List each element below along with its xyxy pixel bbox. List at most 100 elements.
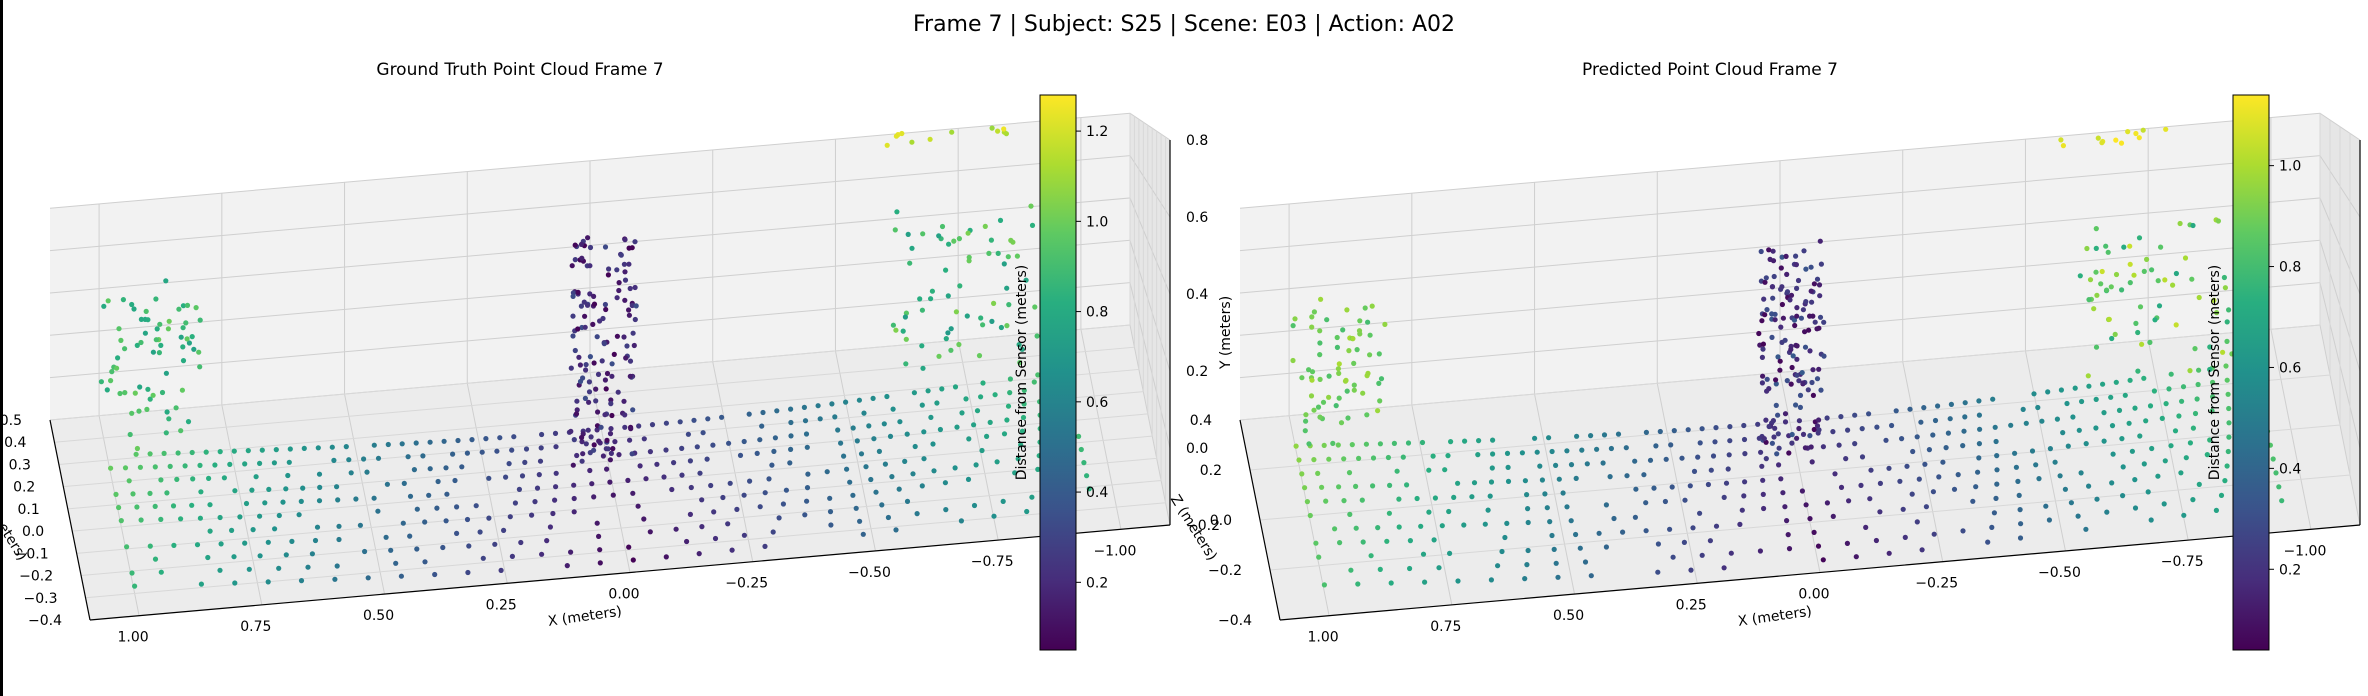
point bbox=[684, 538, 690, 545]
point bbox=[272, 526, 278, 532]
point bbox=[2162, 277, 2168, 283]
point bbox=[1802, 329, 1808, 335]
point bbox=[1006, 302, 1012, 308]
point bbox=[607, 431, 614, 437]
point bbox=[1611, 515, 1617, 522]
point bbox=[1317, 376, 1323, 382]
point bbox=[1344, 388, 1350, 394]
point bbox=[1573, 475, 1579, 481]
point bbox=[570, 462, 576, 468]
point bbox=[1020, 414, 1027, 421]
point bbox=[588, 434, 594, 440]
point bbox=[1808, 444, 1814, 450]
point bbox=[1296, 457, 1302, 463]
point bbox=[1426, 509, 1432, 515]
point bbox=[2270, 456, 2276, 462]
point bbox=[939, 386, 945, 392]
point bbox=[1707, 538, 1713, 544]
point bbox=[1537, 463, 1543, 469]
point bbox=[741, 532, 748, 538]
point bbox=[1780, 315, 1786, 321]
point bbox=[2177, 220, 2183, 227]
point bbox=[2276, 484, 2282, 490]
point bbox=[1712, 439, 1718, 445]
point bbox=[1588, 573, 1594, 579]
point bbox=[450, 451, 456, 457]
point bbox=[400, 520, 406, 526]
point bbox=[2106, 316, 2112, 322]
point bbox=[945, 330, 951, 336]
point bbox=[1776, 462, 1782, 468]
point bbox=[1432, 495, 1438, 501]
point bbox=[1916, 476, 1922, 482]
point bbox=[1989, 524, 1995, 531]
point bbox=[1788, 381, 1794, 387]
point bbox=[1323, 498, 1329, 504]
point bbox=[1940, 459, 1946, 465]
x-tick-label: 0.25 bbox=[1676, 597, 1707, 613]
point bbox=[601, 341, 607, 347]
point bbox=[2180, 384, 2187, 390]
point bbox=[1777, 367, 1783, 373]
point bbox=[2224, 377, 2230, 383]
point bbox=[679, 472, 685, 478]
point bbox=[2136, 235, 2143, 241]
point bbox=[586, 379, 593, 385]
point bbox=[863, 464, 869, 470]
point bbox=[705, 416, 711, 422]
point bbox=[956, 236, 963, 242]
point bbox=[2149, 445, 2155, 452]
point bbox=[1785, 532, 1791, 538]
point bbox=[965, 476, 972, 482]
point bbox=[1356, 455, 1362, 461]
point bbox=[1414, 495, 1420, 502]
point bbox=[608, 450, 615, 456]
grid-line bbox=[1259, 126, 2341, 521]
point bbox=[1525, 506, 1531, 512]
point bbox=[608, 401, 614, 407]
point bbox=[1809, 379, 1815, 386]
point bbox=[2104, 287, 2110, 293]
point bbox=[988, 237, 995, 243]
point bbox=[1764, 376, 1770, 382]
point bbox=[687, 458, 694, 464]
point bbox=[1883, 437, 1889, 443]
point bbox=[677, 419, 683, 425]
point bbox=[2190, 425, 2196, 431]
point bbox=[804, 498, 810, 504]
point bbox=[2099, 140, 2105, 146]
point bbox=[1353, 525, 1359, 531]
point bbox=[841, 453, 847, 459]
point bbox=[553, 444, 559, 450]
point bbox=[2012, 450, 2018, 456]
point bbox=[138, 517, 144, 523]
point bbox=[719, 414, 725, 420]
point bbox=[2116, 407, 2123, 413]
point bbox=[1603, 544, 1609, 550]
point bbox=[1977, 426, 1983, 432]
point bbox=[2207, 344, 2213, 350]
point bbox=[2213, 507, 2219, 513]
point bbox=[443, 518, 449, 524]
point bbox=[503, 474, 509, 480]
point bbox=[995, 128, 1001, 134]
point bbox=[1362, 305, 1368, 311]
point bbox=[1624, 473, 1630, 479]
point bbox=[197, 462, 203, 468]
point bbox=[249, 487, 255, 493]
point bbox=[2052, 459, 2058, 465]
point bbox=[174, 476, 180, 482]
point bbox=[711, 509, 717, 515]
point bbox=[1346, 470, 1353, 476]
point bbox=[1960, 443, 1966, 449]
point bbox=[576, 354, 582, 360]
point bbox=[134, 504, 140, 510]
point bbox=[928, 296, 934, 302]
x-tick-label: −1.00 bbox=[2283, 543, 2326, 559]
point bbox=[134, 445, 140, 452]
point bbox=[984, 433, 990, 439]
point bbox=[150, 392, 156, 398]
point bbox=[897, 419, 903, 425]
point bbox=[309, 551, 315, 557]
point bbox=[1810, 392, 1816, 398]
